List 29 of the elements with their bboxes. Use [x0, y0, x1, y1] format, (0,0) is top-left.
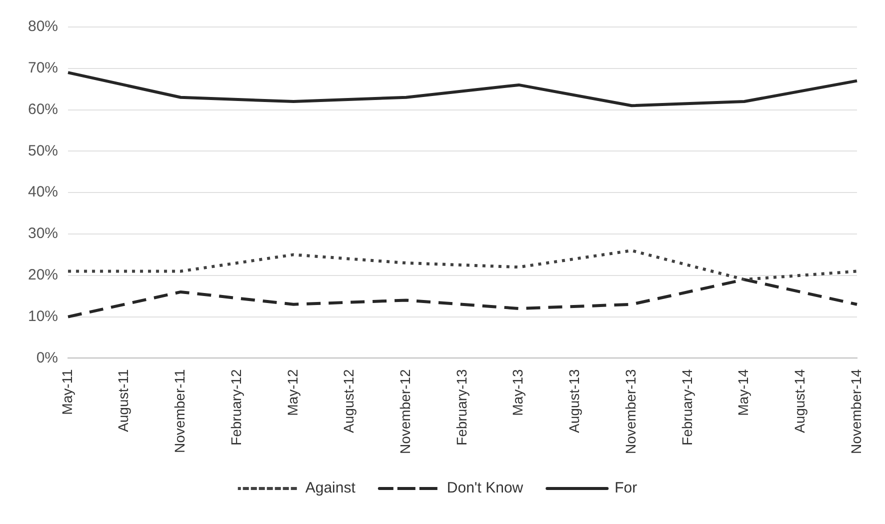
y-tick-label: 80% — [28, 18, 58, 36]
legend-label: Don't Know — [446, 480, 524, 497]
x-tick-label: August-12 — [340, 368, 357, 434]
y-tick-label: 10% — [28, 308, 58, 325]
y-tick-label: 30% — [28, 225, 58, 242]
x-tick-label: May-13 — [510, 368, 526, 416]
x-tick-label: August-14 — [792, 368, 808, 434]
x-tick-label: November-11 — [172, 368, 188, 453]
x-tick-label: February-14 — [678, 368, 695, 446]
x-tick-label: May-14 — [735, 368, 752, 416]
x-tick-label: February-12 — [228, 368, 244, 446]
x-tick-label: August-11 — [115, 368, 132, 432]
legend-label: For — [614, 480, 638, 497]
line-series — [66, 249, 858, 282]
y-tick-label: 50% — [28, 142, 58, 160]
y-tick-label: 20% — [28, 266, 58, 284]
line-series — [66, 278, 858, 318]
x-tick-label: May-11 — [58, 368, 75, 415]
y-tick-label: 0% — [36, 349, 58, 366]
y-tick-label: 70% — [28, 60, 58, 77]
x-tick-label: February-13 — [453, 368, 470, 446]
y-tick-label: 40% — [28, 184, 58, 201]
x-tick-label: November-12 — [397, 368, 414, 454]
x-tick-label: August-13 — [566, 368, 582, 434]
x-tick-label: May-12 — [284, 368, 300, 416]
legend-label: Against — [305, 480, 356, 497]
x-tick-label: November-14 — [848, 368, 864, 454]
x-tick-label: November-13 — [622, 368, 638, 454]
y-tick-label: 60% — [28, 100, 58, 118]
